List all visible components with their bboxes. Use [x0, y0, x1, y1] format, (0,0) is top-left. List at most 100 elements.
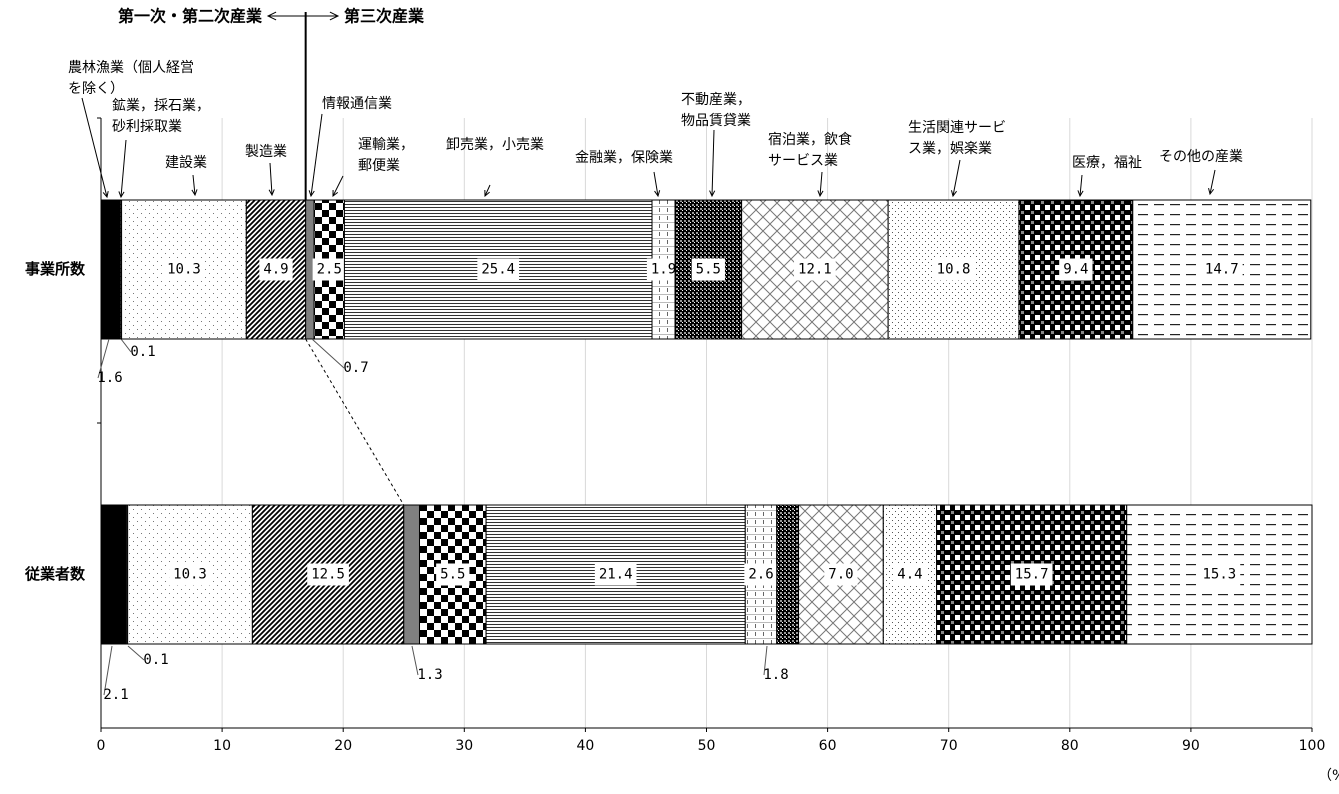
- header-arrow-head: [329, 11, 340, 21]
- industry-label: 金融業，保険業: [575, 150, 673, 166]
- x-tick-label: 70: [940, 738, 958, 754]
- industry-label: 不動産業，物品賃貸業: [681, 92, 751, 129]
- value-label: 7.0: [828, 567, 853, 583]
- value-label-bg: [312, 258, 346, 281]
- value-label-bg: [163, 258, 205, 281]
- value-label-bg: [1010, 563, 1053, 586]
- value-label: 1.6: [97, 370, 122, 386]
- value-label: 21.4: [599, 567, 633, 583]
- value-label: 4.9: [263, 262, 288, 278]
- value-label: 10.3: [173, 567, 207, 583]
- label-arrow: [120, 139, 127, 198]
- value-label: 10.3: [167, 262, 201, 278]
- value-label: 1.9: [651, 262, 676, 278]
- value-label: 0.1: [130, 344, 155, 360]
- bar-segment: [403, 504, 420, 645]
- value-label: 12.5: [311, 567, 345, 583]
- value-label: 1.3: [417, 667, 442, 683]
- value-label-bg: [1059, 258, 1093, 281]
- label-arrow-head: [102, 191, 109, 199]
- label-arrow-head: [332, 189, 339, 198]
- label-leader: [311, 338, 345, 369]
- label-arrow: [81, 97, 108, 198]
- value-label-bg: [436, 563, 470, 586]
- label-arrow-head: [484, 189, 490, 198]
- label-leader: [120, 338, 132, 353]
- x-tick-label: 60: [819, 738, 837, 754]
- value-label-bg: [307, 563, 349, 586]
- label-arrow-head: [950, 190, 957, 198]
- label-leader: [97, 338, 110, 379]
- label-arrow-head: [1208, 188, 1215, 196]
- value-label: 2.6: [748, 567, 773, 583]
- value-label: 2.1: [103, 687, 128, 703]
- value-label: 1.8: [763, 667, 788, 683]
- x-tick-label: 90: [1182, 738, 1200, 754]
- value-label: 15.3: [1202, 567, 1236, 583]
- label-arrow: [192, 174, 196, 196]
- industry-label: 医療，福祉: [1072, 154, 1142, 171]
- value-label-bg: [477, 258, 520, 281]
- label-arrow: [1079, 174, 1083, 197]
- value-label-bg: [932, 258, 975, 281]
- x-tick-label: 50: [698, 738, 716, 754]
- value-label-bg: [893, 563, 927, 586]
- value-label-bg: [1200, 258, 1243, 281]
- industry-label: 情報通信業: [322, 96, 392, 112]
- value-label: 25.4: [481, 262, 515, 278]
- value-label-bg: [744, 563, 778, 586]
- label-arrow-head: [1077, 190, 1084, 198]
- value-label: 0.7: [343, 360, 368, 376]
- value-label-bg: [794, 258, 836, 281]
- label-arrow: [819, 171, 823, 197]
- bar-segment: [776, 504, 800, 645]
- value-label-bg: [169, 563, 211, 586]
- label-arrow-head: [709, 190, 716, 198]
- value-label-bg: [646, 258, 681, 281]
- header-arrow-head: [266, 11, 277, 21]
- label-arrow: [310, 113, 323, 197]
- header-left: 第一次・第二次産業: [118, 7, 263, 26]
- value-label-bg: [259, 258, 293, 281]
- header-right: 第三次産業: [344, 7, 425, 26]
- industry-label: 建設業: [165, 155, 207, 171]
- value-label-bg: [1198, 563, 1241, 586]
- value-label: 4.4: [897, 567, 922, 583]
- industry-label: 製造業: [245, 144, 287, 160]
- x-tick-label: 20: [334, 738, 352, 754]
- label-leader: [411, 645, 419, 676]
- label-arrow-head: [817, 190, 824, 198]
- bar-segment: [100, 199, 121, 340]
- value-label: 10.8: [937, 262, 971, 278]
- industry-label: 鉱業，採石業，砂利採取業: [112, 97, 210, 135]
- label-arrow-head: [654, 190, 661, 198]
- industry-label: 運輸業，郵便業: [358, 137, 414, 174]
- label-leader: [763, 645, 768, 676]
- x-tick-label: 80: [1061, 738, 1079, 754]
- value-label-bg: [594, 563, 637, 586]
- value-label: 0.1: [143, 652, 168, 668]
- x-tick-label: 10: [213, 738, 231, 754]
- bar-segment: [882, 504, 938, 645]
- x-tick-label: 30: [455, 738, 473, 754]
- divider-dashed: [305, 338, 405, 506]
- label-arrow-head: [191, 189, 198, 197]
- industry-label: その他の産業: [1159, 149, 1243, 165]
- industry-label: 宿泊業，飲食サービス業: [768, 131, 852, 169]
- label-arrow: [484, 184, 491, 197]
- label-arrow-head: [308, 190, 315, 198]
- label-arrow-head: [118, 191, 125, 199]
- value-label-bg: [824, 563, 858, 586]
- bar-segment: [100, 504, 127, 645]
- x-tick-label: 100: [1299, 738, 1326, 754]
- value-label: 9.4: [1063, 262, 1088, 278]
- label-arrow: [952, 159, 961, 197]
- industry-label: 生活関連サービス業，娯楽業: [908, 120, 1006, 157]
- category-label: 従業者数: [24, 565, 86, 583]
- value-label: 2.5: [317, 262, 342, 278]
- value-label-bg: [691, 258, 725, 281]
- x-tick-label: 40: [576, 738, 594, 754]
- value-label: 14.7: [1205, 262, 1239, 278]
- label-leader: [103, 645, 113, 696]
